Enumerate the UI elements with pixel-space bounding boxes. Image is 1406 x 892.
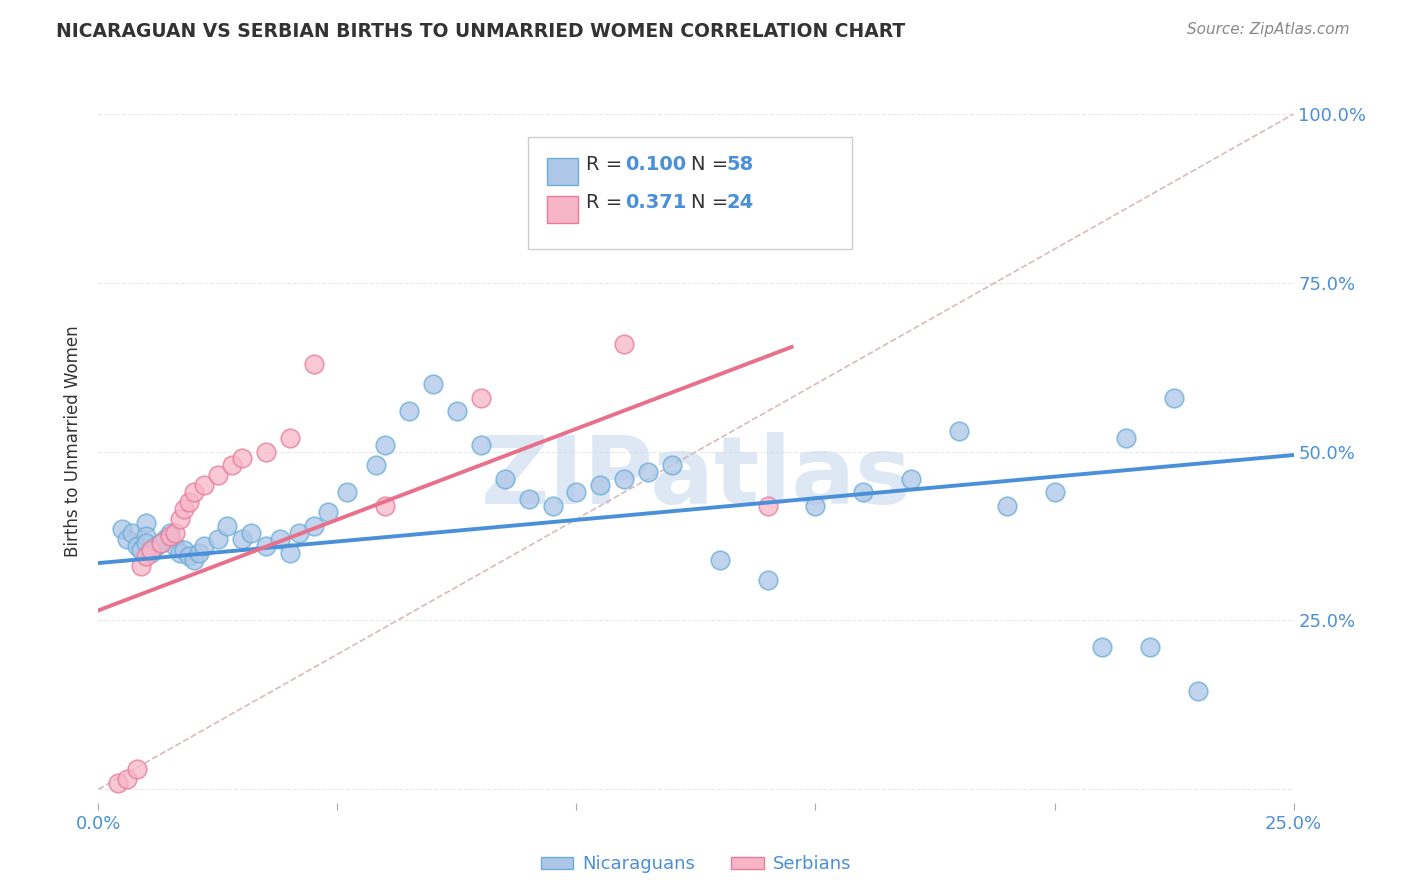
Point (169, 512, 191, 526)
Point (288, 525, 311, 540)
Point (637, 465, 659, 479)
Point (756, 499, 779, 513)
Point (183, 552, 205, 566)
Text: 24: 24 (727, 193, 754, 212)
Point (207, 468, 229, 483)
Point (948, 425, 970, 439)
Point (661, 458, 683, 472)
Point (374, 438, 396, 452)
Point (179, 549, 201, 564)
Point (173, 542, 195, 557)
Point (115, 772, 138, 787)
Point (139, 542, 162, 557)
Point (173, 502, 195, 516)
Text: N =: N = (692, 193, 735, 212)
Y-axis label: Births to Unmarried Women: Births to Unmarried Women (65, 326, 83, 558)
Point (302, 519, 325, 533)
Point (269, 533, 291, 547)
Point (254, 444, 277, 458)
Point (804, 499, 827, 513)
Legend: Nicaraguans, Serbians: Nicaraguans, Serbians (533, 848, 859, 880)
Point (131, 559, 153, 574)
Point (135, 536, 157, 550)
Point (541, 499, 564, 513)
Point (125, 539, 148, 553)
Text: N =: N = (692, 154, 735, 174)
Point (159, 529, 181, 543)
Point (709, 552, 731, 566)
Point (364, 458, 387, 472)
Point (589, 478, 612, 492)
Point (131, 542, 153, 557)
Text: 0.100: 0.100 (626, 154, 686, 174)
Point (1043, 485, 1066, 500)
Point (193, 478, 215, 492)
Point (163, 539, 186, 553)
Point (302, 357, 325, 371)
Point (1163, 391, 1185, 405)
Point (121, 525, 143, 540)
Point (240, 525, 263, 540)
Point (231, 533, 253, 547)
Point (398, 404, 420, 418)
Point (149, 536, 172, 550)
Text: 58: 58 (727, 154, 754, 174)
Point (613, 336, 636, 351)
Point (217, 519, 239, 533)
Point (1187, 684, 1209, 698)
Point (163, 525, 186, 540)
Point (159, 525, 181, 540)
Point (183, 485, 205, 500)
Point (900, 472, 922, 486)
Point (145, 539, 167, 553)
Point (278, 546, 301, 560)
Point (125, 762, 148, 776)
Point (254, 539, 277, 553)
Point (135, 529, 157, 543)
Point (139, 546, 162, 560)
Point (565, 485, 588, 500)
Text: R =: R = (586, 154, 628, 174)
Point (756, 573, 779, 587)
Point (1115, 431, 1137, 445)
Point (107, 775, 129, 789)
Point (169, 546, 191, 560)
Text: Source: ZipAtlas.com: Source: ZipAtlas.com (1187, 22, 1350, 37)
Point (278, 431, 301, 445)
Point (316, 505, 339, 519)
Point (231, 451, 253, 466)
Point (470, 391, 492, 405)
Point (193, 539, 215, 553)
Point (374, 499, 396, 513)
Point (135, 549, 157, 564)
Point (613, 472, 636, 486)
Point (422, 377, 444, 392)
Point (446, 404, 468, 418)
Point (336, 485, 359, 500)
Point (207, 533, 229, 547)
Text: 0.371: 0.371 (626, 193, 686, 212)
Point (179, 495, 201, 509)
Point (852, 485, 875, 500)
Point (187, 546, 209, 560)
Point (517, 491, 540, 506)
Point (135, 516, 157, 530)
Text: ZIPatlas: ZIPatlas (481, 432, 911, 524)
Point (155, 533, 177, 547)
Text: R =: R = (586, 193, 628, 212)
Point (995, 499, 1018, 513)
Point (1091, 640, 1114, 655)
Point (470, 438, 492, 452)
Point (494, 472, 516, 486)
Point (149, 536, 172, 550)
Point (1139, 640, 1161, 655)
Point (221, 458, 243, 472)
Text: NICARAGUAN VS SERBIAN BIRTHS TO UNMARRIED WOMEN CORRELATION CHART: NICARAGUAN VS SERBIAN BIRTHS TO UNMARRIE… (56, 22, 905, 41)
Point (111, 522, 134, 536)
Point (115, 533, 138, 547)
